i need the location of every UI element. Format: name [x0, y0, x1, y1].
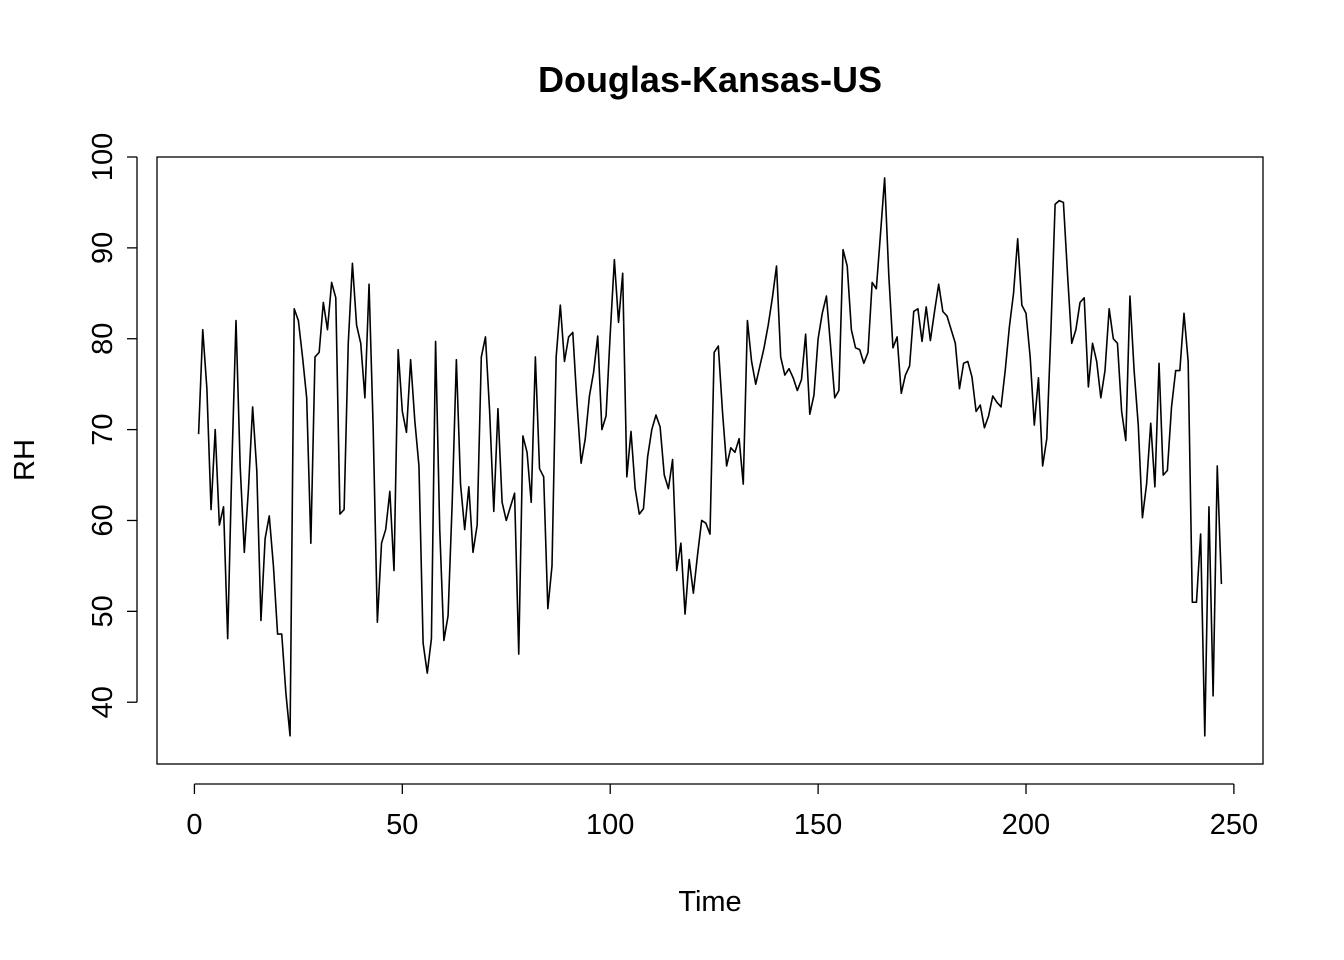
- y-tick-label: 40: [87, 686, 119, 718]
- x-axis: 0 50 100 150 200 250: [186, 783, 1258, 841]
- y-tick-label: 80: [87, 323, 119, 355]
- x-tick-label: 100: [586, 809, 634, 841]
- y-tick-label: 70: [87, 413, 119, 445]
- data-points: [198, 177, 1223, 737]
- x-tick-label: 150: [794, 809, 842, 841]
- y-axis: 40 50 60 70 80 90 100: [87, 133, 138, 718]
- y-tick-label: 90: [87, 232, 119, 264]
- y-tick-label: 60: [87, 504, 119, 536]
- chart-title: Douglas-Kansas-US: [538, 59, 882, 100]
- x-tick-label: 0: [186, 809, 202, 841]
- y-tick-label: 50: [87, 595, 119, 627]
- y-axis-label: RH: [9, 439, 41, 481]
- x-tick-label: 50: [386, 809, 418, 841]
- y-tick-label: 100: [87, 133, 119, 181]
- plot-frame: [156, 156, 1264, 765]
- x-tick-label: 250: [1210, 809, 1258, 841]
- series-line: [197, 177, 1223, 737]
- x-tick-label: 200: [1002, 809, 1050, 841]
- x-axis-label: Time: [678, 886, 741, 918]
